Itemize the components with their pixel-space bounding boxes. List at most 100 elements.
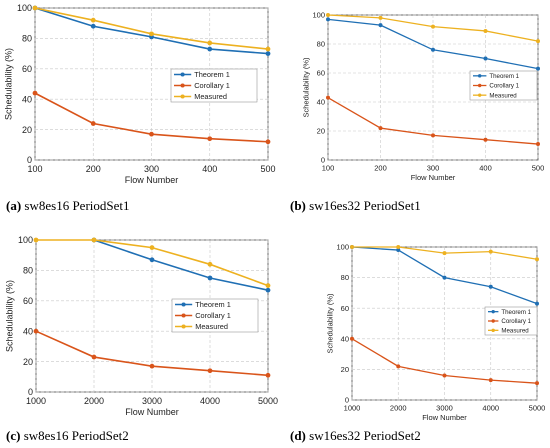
y-tick-label: 100 <box>312 11 325 20</box>
chart-svg-a: 100 200 300 400 500 0 20 40 60 80 100 Flow Number Sc… <box>4 3 276 185</box>
data-point <box>149 257 155 263</box>
x-tick-label: 1000 <box>26 396 46 406</box>
data-point <box>33 328 39 334</box>
data-point <box>535 257 539 262</box>
x-tick-label: 100 <box>322 164 335 173</box>
data-point <box>396 248 401 253</box>
chart-panel-b: 100 200 300 400 500 0 20 40 60 80 100 Flow Number Sc… <box>285 0 550 190</box>
data-point <box>207 261 213 267</box>
y-tick-label: 40 <box>317 98 325 107</box>
y-axis-label: Schedulability (%) <box>302 57 311 118</box>
y-axis-label: Schedulability (%) <box>5 280 15 352</box>
y-tick-label: 0 <box>345 396 349 405</box>
caption-c: (c) sw8es16 PeriodSet2 <box>6 428 129 444</box>
y-tick-label: 40 <box>22 94 32 104</box>
data-point <box>378 15 383 20</box>
y-tick-label: 100 <box>18 235 33 245</box>
data-point <box>488 284 493 289</box>
caption-letter: (c) <box>6 428 21 443</box>
data-point <box>149 131 154 137</box>
data-point <box>265 287 271 293</box>
caption-a: (a) sw8es16 PeriodSet1 <box>6 198 130 214</box>
data-point <box>442 251 447 256</box>
chart-svg-d: 1000 2000 3000 4000 5000 0 20 40 60 80 100 Flow Num… <box>326 243 546 422</box>
x-tick-label: 100 <box>27 164 42 174</box>
y-tick-label: 100 <box>17 3 32 13</box>
x-tick-label: 3000 <box>436 404 453 413</box>
y-tick-label: 80 <box>317 40 325 49</box>
data-point <box>396 364 401 369</box>
x-axis-label: Flow Number <box>125 407 179 417</box>
data-point <box>91 237 97 243</box>
caption-d: (d) sw16es32 PeriodSet2 <box>290 428 421 444</box>
data-point <box>378 126 383 131</box>
legend-entry: Measured <box>195 322 228 331</box>
data-point <box>442 373 447 378</box>
legend-entry: Theorem 1 <box>501 309 531 316</box>
legend-entry: Corollary 1 <box>489 83 519 90</box>
data-point <box>536 66 540 71</box>
x-tick-label: 300 <box>427 164 440 173</box>
legend-entry: Theorem 1 <box>489 73 519 80</box>
legend-swatch-marker <box>478 93 482 97</box>
legend-swatch-marker <box>181 302 186 307</box>
data-point <box>488 378 493 383</box>
data-point <box>207 136 213 142</box>
legend-entry: Measured <box>489 92 517 99</box>
data-point <box>32 90 38 96</box>
x-tick-label: 300 <box>144 164 159 174</box>
data-point <box>90 17 96 23</box>
caption-text: sw16es32 PeriodSet2 <box>305 428 421 443</box>
x-tick-label: 5000 <box>258 396 278 406</box>
x-axis-label: Flow Number <box>125 175 179 185</box>
legend-swatch-marker <box>491 319 495 323</box>
y-tick-label: 100 <box>336 243 349 252</box>
data-point <box>326 95 330 100</box>
data-point <box>207 368 213 374</box>
caption-text: sw8es16 PeriodSet2 <box>20 428 129 443</box>
data-point <box>431 133 435 138</box>
data-point <box>265 283 271 288</box>
caption-text: sw8es16 PeriodSet1 <box>21 198 130 213</box>
data-point <box>326 17 330 22</box>
y-tick-label: 60 <box>22 64 32 74</box>
x-tick-label: 3000 <box>142 396 162 406</box>
x-tick-label: 400 <box>202 164 217 174</box>
chart-panel-c: 1000 2000 3000 4000 5000 0 20 40 60 80 100 Flow Num… <box>0 230 278 420</box>
data-point <box>431 24 435 29</box>
y-tick-label: 20 <box>341 365 349 374</box>
data-point <box>265 46 271 52</box>
legend-swatch-marker <box>478 74 482 78</box>
x-axis-label: Flow Number <box>422 413 467 422</box>
x-tick-label: 500 <box>532 164 545 173</box>
x-tick-label: 200 <box>374 164 387 173</box>
y-tick-label: 0 <box>321 156 325 165</box>
legend-swatch-marker <box>491 328 495 333</box>
y-tick-label: 20 <box>23 357 33 367</box>
y-tick-label: 60 <box>341 304 349 313</box>
data-point <box>483 28 488 33</box>
caption-letter: (a) <box>6 198 22 213</box>
caption-letter: (d) <box>290 428 306 443</box>
y-axis-label: Schedulability (%) <box>4 48 14 120</box>
chart-svg-b: 100 200 300 400 500 0 20 40 60 80 100 Flow Number Sc… <box>302 11 545 182</box>
series-line <box>93 239 269 291</box>
legend-entry: Corollary 1 <box>501 318 531 325</box>
legend-entry: Measured <box>194 92 227 101</box>
data-point <box>536 39 540 44</box>
data-point <box>32 5 38 11</box>
legend-swatch-marker <box>181 313 186 318</box>
y-tick-label: 0 <box>27 155 32 165</box>
data-point <box>207 46 213 52</box>
data-point <box>91 354 97 360</box>
y-tick-label: 60 <box>317 69 325 78</box>
y-tick-label: 40 <box>341 334 349 343</box>
chart-panel-d: 1000 2000 3000 4000 5000 0 20 40 60 80 100 Flow Num… <box>285 230 550 422</box>
data-point <box>350 336 354 341</box>
legend-entry: Measured <box>501 327 529 334</box>
data-point <box>488 249 493 254</box>
data-point <box>396 245 401 249</box>
data-point <box>483 56 488 61</box>
y-axis-label: Schedulability (%) <box>326 293 335 354</box>
data-point <box>149 245 155 250</box>
